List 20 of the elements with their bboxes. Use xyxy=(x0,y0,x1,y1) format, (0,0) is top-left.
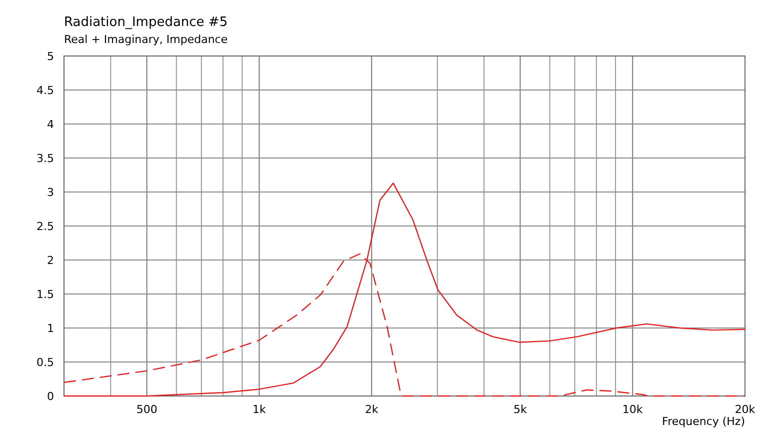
chart-title: Radiation_Impedance #5 xyxy=(64,15,228,30)
y-tick-label: 2.5 xyxy=(36,220,54,233)
y-tick-label: 5 xyxy=(47,50,54,63)
x-tick-label: 5k xyxy=(514,403,528,416)
x-tick-label: 1k xyxy=(252,403,267,416)
y-tick-label: 3.5 xyxy=(36,152,54,165)
x-tick-label: 500 xyxy=(136,403,158,416)
y-tick-label: 2 xyxy=(47,254,54,267)
chart-subtitle: Real + Imaginary, Impedance xyxy=(64,33,228,46)
y-tick-label: 1.5 xyxy=(36,288,54,301)
y-tick-label: 3 xyxy=(47,186,54,199)
x-tick-label: 2k xyxy=(364,403,379,416)
x-axis-title: Frequency (Hz) xyxy=(662,415,745,428)
x-tick-label: 20k xyxy=(734,403,756,416)
y-tick-label: 0 xyxy=(47,390,54,403)
y-tick-label: 4.5 xyxy=(36,84,54,97)
y-tick-label: 4 xyxy=(47,118,54,131)
y-tick-label: 1 xyxy=(47,322,54,335)
y-tick-label: 0.5 xyxy=(36,356,54,369)
x-tick-label: 10k xyxy=(622,403,644,416)
